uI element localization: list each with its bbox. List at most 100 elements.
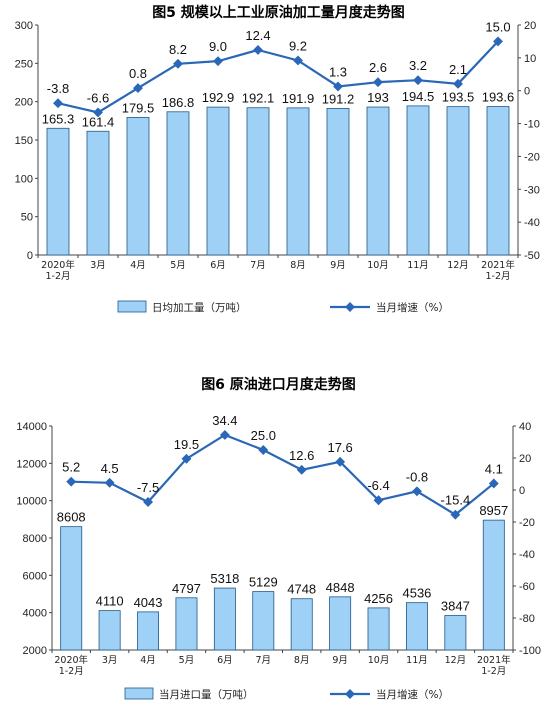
bar-data-label: 191.9 bbox=[282, 91, 315, 106]
line-point bbox=[143, 497, 153, 507]
x-tick-label: 9月 bbox=[332, 655, 348, 666]
left-tick-label: 0 bbox=[27, 250, 33, 262]
bar bbox=[326, 108, 350, 256]
line-point bbox=[253, 45, 263, 55]
right-tick-label: -20 bbox=[524, 151, 540, 163]
line-data-label: 0.8 bbox=[129, 66, 147, 81]
x-tick-label: 5月 bbox=[170, 260, 186, 271]
line-data-label: 9.2 bbox=[289, 38, 307, 53]
line-data-label: 4.1 bbox=[485, 461, 503, 476]
x-tick-label: 2021年 1-2月 bbox=[481, 259, 515, 282]
bar-data-label: 161.4 bbox=[82, 114, 115, 129]
left-tick-label: 8000 bbox=[23, 533, 47, 545]
right-tick-label: 20 bbox=[524, 20, 536, 32]
bar-data-label: 192.1 bbox=[242, 91, 275, 106]
x-tick-label: 7月 bbox=[256, 655, 272, 666]
line-data-label: -0.8 bbox=[406, 469, 428, 484]
bar bbox=[444, 615, 467, 651]
left-tick-label: 100 bbox=[15, 173, 33, 185]
bar-data-label: 179.5 bbox=[122, 100, 155, 115]
line-data-label: 12.6 bbox=[289, 448, 314, 463]
x-tick-label: 3月 bbox=[90, 260, 106, 271]
bar-data-label: 5129 bbox=[249, 575, 278, 590]
x-tick-label: 11月 bbox=[407, 260, 429, 271]
line-data-label: 3.2 bbox=[409, 58, 427, 73]
line-point bbox=[296, 464, 307, 475]
line-data-label: 2.1 bbox=[449, 62, 467, 77]
bar-data-label: 193 bbox=[367, 90, 389, 105]
line-point bbox=[104, 477, 115, 488]
right-tick-label: -40 bbox=[519, 549, 535, 561]
line-point bbox=[133, 83, 143, 94]
x-tick-label: 12月 bbox=[445, 655, 467, 666]
bar bbox=[206, 106, 230, 256]
bar-data-label: 4748 bbox=[287, 582, 316, 597]
x-tick-label: 2020年 1-2月 bbox=[41, 259, 75, 282]
x-tick-label: 12月 bbox=[447, 260, 469, 271]
right-tick-label: 20 bbox=[519, 453, 531, 465]
bar-data-label: 4110 bbox=[96, 594, 124, 609]
x-tick-label: 10月 bbox=[368, 655, 390, 666]
line-data-label: 25.0 bbox=[251, 428, 276, 443]
chart-5: 图5 规模以上工业原油加工量月度走势图 0 50 100 150 200 250 300 -5… bbox=[0, 0, 557, 340]
legend-line-label: 当月增速（%） bbox=[376, 301, 449, 314]
bar-data-label: 4256 bbox=[364, 591, 393, 606]
x-tick-label: 5月 bbox=[179, 655, 195, 666]
chart-title: 图5 规模以上工业原油加工量月度走势图 bbox=[152, 5, 405, 21]
chart-5-plot: 050100150200250300-50-40-30-20-100102020… bbox=[15, 19, 540, 314]
line-data-label: 4.5 bbox=[101, 461, 119, 476]
line-point bbox=[219, 430, 230, 440]
x-tick-label: 4月 bbox=[140, 655, 156, 666]
x-tick-label: 2020年 1-2月 bbox=[54, 654, 88, 677]
left-tick-label: 4000 bbox=[23, 608, 47, 620]
line-point bbox=[373, 495, 384, 506]
bar-data-label: 191.2 bbox=[322, 91, 355, 106]
bar bbox=[406, 105, 430, 256]
right-tick-label: 0 bbox=[519, 485, 525, 497]
left-tick-label: 10000 bbox=[16, 496, 47, 508]
legend-bar-label: 当月进口量（万吨） bbox=[159, 688, 254, 701]
left-tick-label: 250 bbox=[15, 58, 33, 70]
right-tick-label: -20 bbox=[519, 517, 535, 529]
line-data-label: -6.4 bbox=[367, 478, 389, 493]
x-tick-label: 7月 bbox=[250, 260, 266, 271]
x-tick-label: 6月 bbox=[217, 655, 233, 666]
bar bbox=[213, 587, 236, 651]
line-data-label: 1.3 bbox=[329, 64, 347, 79]
bar bbox=[366, 106, 390, 256]
line-data-label: -6.6 bbox=[87, 90, 109, 105]
bar bbox=[286, 107, 310, 256]
line-data-label: -3.8 bbox=[47, 81, 69, 96]
bar-data-label: 4043 bbox=[134, 595, 163, 610]
bar bbox=[126, 116, 150, 256]
chart-6: 图6 原油进口月度走势图 2000 4000 6000 8000 10000 12000 1… bbox=[0, 360, 557, 710]
left-tick-label: 150 bbox=[15, 135, 33, 147]
legend-bar-swatch bbox=[117, 300, 147, 313]
bar bbox=[166, 111, 190, 256]
line-data-label: 5.2 bbox=[62, 460, 80, 475]
x-tick-label: 3月 bbox=[102, 655, 118, 666]
bar-data-label: 4848 bbox=[326, 580, 355, 595]
legend-line-label: 当月增速（%） bbox=[376, 688, 449, 701]
line-data-label: -7.5 bbox=[137, 480, 159, 495]
bar bbox=[175, 597, 198, 651]
bar-data-label: 194.5 bbox=[402, 89, 435, 104]
bar bbox=[329, 596, 352, 651]
line-point bbox=[181, 453, 192, 464]
right-tick-label: 40 bbox=[519, 421, 531, 433]
left-tick-label: 200 bbox=[15, 97, 33, 109]
right-tick-label: 0 bbox=[524, 86, 530, 98]
bar-data-label: 192.9 bbox=[202, 90, 235, 105]
bar bbox=[46, 127, 70, 256]
right-tick-label: -50 bbox=[524, 250, 540, 262]
line-point bbox=[213, 56, 223, 67]
line-series bbox=[57, 40, 499, 114]
bar-data-label: 4797 bbox=[172, 581, 201, 596]
legend-bar-swatch bbox=[124, 687, 154, 700]
legend-line-marker bbox=[345, 689, 355, 699]
line-point bbox=[93, 107, 103, 118]
bar-data-label: 4536 bbox=[402, 586, 431, 601]
left-tick-label: 300 bbox=[15, 20, 33, 32]
bar bbox=[290, 598, 313, 651]
bar bbox=[367, 607, 390, 651]
